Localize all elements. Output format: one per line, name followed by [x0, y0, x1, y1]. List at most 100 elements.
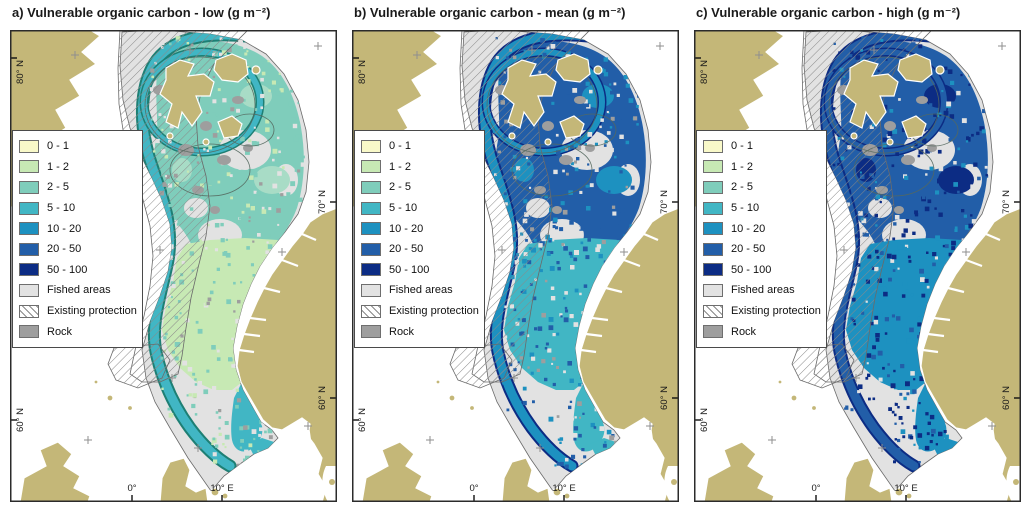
- legend-row: 20 - 50: [703, 239, 822, 260]
- legend-row: 5 - 10: [19, 198, 138, 219]
- legend-swatch-0-1: [703, 139, 723, 153]
- legend-swatch-rock: [361, 325, 381, 339]
- legend-label: 10 - 20: [731, 222, 766, 235]
- legend-label: Fished areas: [389, 284, 453, 297]
- legend-swatch-1-2: [19, 160, 39, 174]
- legend-swatch-rock: [703, 325, 723, 339]
- graticule-cross: [536, 444, 544, 452]
- legend-swatch-50-100: [361, 263, 381, 277]
- legend-label: Existing protection: [47, 305, 137, 318]
- panel-high: c) Vulnerable organic carbon - high (g m…: [694, 0, 1021, 518]
- baltic-sea: [322, 466, 337, 502]
- legend-swatch-0-1: [361, 139, 381, 153]
- legend-swatch-50-100: [703, 263, 723, 277]
- land-denmark: [501, 457, 551, 502]
- legend-row: Existing protection: [361, 301, 480, 322]
- legend-row: Fished areas: [361, 280, 480, 301]
- graticule-cross: [768, 436, 776, 444]
- graticule-cross: [278, 248, 286, 256]
- lat-label-60n-left: 60° N: [699, 408, 710, 432]
- panel-title-low: a) Vulnerable organic carbon - low (g m⁻…: [12, 5, 271, 20]
- legend-label: Fished areas: [47, 284, 111, 297]
- legend-swatch-2-5: [361, 180, 381, 194]
- land-scandinavia: [920, 207, 1021, 502]
- legend-label: 1 - 2: [47, 160, 70, 173]
- lat-label-60n-left: 60° N: [357, 408, 368, 432]
- lat-label-60n-right: 60° N: [1001, 386, 1012, 410]
- legend-swatch-0-1: [19, 139, 39, 153]
- legend-label: 0 - 1: [47, 140, 70, 153]
- map-frame-high: 80° N 70° N 60° N 60° N 0° 10° E 0 - 1 1 - 2 2 …: [694, 30, 1021, 502]
- legend-row: 50 - 100: [703, 260, 822, 281]
- legend-label: 1 - 2: [389, 160, 412, 173]
- legend-label: Fished areas: [731, 284, 795, 297]
- legend-row: 10 - 20: [19, 218, 138, 239]
- map-legend-low: 0 - 1 1 - 2 2 - 5 5 - 10 10 - 20 20 - 50 50 - …: [12, 130, 143, 348]
- panel-low: a) Vulnerable organic carbon - low (g m⁻…: [10, 0, 337, 518]
- legend-row: Rock: [703, 321, 822, 342]
- lat-label-70n-right: 70° N: [1001, 190, 1012, 214]
- legend-swatch-fished-areas: [19, 283, 39, 297]
- map-border: [352, 30, 679, 502]
- graticule-cross: [304, 422, 312, 430]
- legend-row: 2 - 5: [703, 177, 822, 198]
- graticule-cross: [620, 248, 628, 256]
- legend-label: Existing protection: [389, 305, 479, 318]
- legend-label: 20 - 50: [389, 243, 424, 256]
- legend-row: 0 - 1: [361, 136, 480, 157]
- lat-label-80n: 80° N: [699, 60, 710, 84]
- land-scotland: [19, 441, 91, 502]
- lat-label-80n: 80° N: [357, 60, 368, 84]
- legend-swatch-10-20: [19, 222, 39, 236]
- legend-swatch-50-100: [19, 263, 39, 277]
- graticule-cross: [840, 246, 848, 254]
- graticule-cross: [988, 422, 996, 430]
- legend-row: 20 - 50: [19, 239, 138, 260]
- graticule-cross: [168, 374, 176, 382]
- legend-swatch-10-20: [703, 222, 723, 236]
- land-svalbard: [501, 59, 557, 129]
- legend-row: 5 - 10: [361, 198, 480, 219]
- land-svalbard: [843, 59, 899, 129]
- map-border: [10, 30, 337, 502]
- land-scotland: [703, 441, 775, 502]
- legend-swatch-20-50: [361, 242, 381, 256]
- graticule-cross: [998, 42, 1006, 50]
- legend-label: 5 - 10: [389, 202, 418, 215]
- legend-label: 50 - 100: [731, 263, 772, 276]
- legend-swatch-existing-protection: [19, 304, 39, 318]
- legend-swatch-5-10: [703, 201, 723, 215]
- graticule-cross: [498, 246, 506, 254]
- graticule-cross: [852, 374, 860, 382]
- lon-label-0: 0°: [469, 483, 478, 494]
- graticule-cross: [656, 42, 664, 50]
- legend-row: 0 - 1: [703, 136, 822, 157]
- graticule-cross: [870, 46, 878, 54]
- graticule-cross: [646, 422, 654, 430]
- legend-row: 1 - 2: [19, 157, 138, 178]
- panel-mean: b) Vulnerable organic carbon - mean (g m…: [352, 0, 679, 518]
- lat-label-60n-left: 60° N: [15, 408, 26, 432]
- legend-label: 10 - 20: [389, 222, 424, 235]
- lon-label-0: 0°: [127, 483, 136, 494]
- graticule-cross: [156, 246, 164, 254]
- legend-row: 5 - 10: [703, 198, 822, 219]
- land-svalbard: [159, 59, 215, 129]
- map-frame-mean: 80° N 70° N 60° N 60° N 0° 10° E 0 - 1 1 - 2 2 …: [352, 30, 679, 502]
- panel-title-high: c) Vulnerable organic carbon - high (g m…: [696, 5, 961, 20]
- map-frame-low: 80° N 70° N 60° N 60° N 0° 10° E 0 - 1 1 - 2 2 …: [10, 30, 337, 502]
- legend-label: 0 - 1: [731, 140, 754, 153]
- legend-row: 1 - 2: [361, 157, 480, 178]
- lat-label-80n: 80° N: [15, 60, 26, 84]
- graticule-cross: [962, 248, 970, 256]
- lon-label-0: 0°: [811, 483, 820, 494]
- legend-row: 10 - 20: [361, 218, 480, 239]
- graticule-cross: [186, 46, 194, 54]
- legend-label: 2 - 5: [47, 181, 70, 194]
- graticule-cross: [426, 436, 434, 444]
- legend-swatch-1-2: [703, 160, 723, 174]
- legend-label: 20 - 50: [731, 243, 766, 256]
- legend-label: Rock: [731, 325, 757, 338]
- legend-label: 50 - 100: [47, 263, 88, 276]
- baltic-sea: [664, 466, 679, 502]
